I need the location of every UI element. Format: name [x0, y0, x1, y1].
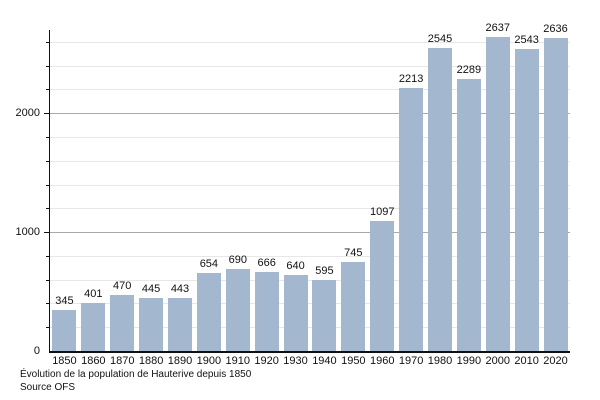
gridline-minor [50, 208, 570, 210]
gridline-minor [50, 303, 570, 305]
y-axis-tick [46, 208, 50, 210]
gridline-minor [50, 89, 570, 91]
bar-value-label: 443 [170, 283, 190, 296]
x-tick-label: 1870 [109, 355, 135, 367]
y-axis-tick [46, 255, 50, 257]
x-tick-label: 2010 [514, 355, 539, 367]
bar [225, 268, 250, 351]
y-axis-tick [46, 327, 50, 329]
bar-value-label: 345 [55, 294, 74, 307]
bar [456, 78, 481, 351]
bar-value-label: 401 [84, 288, 103, 301]
x-tick-label: 1960 [369, 355, 395, 367]
x-tick-label: 1970 [398, 355, 424, 367]
bar [428, 48, 452, 351]
chart-caption: Évolution de la population de Hauterive … [20, 368, 251, 394]
bar-value-label: 1097 [369, 205, 395, 218]
x-tick-label: 1890 [167, 355, 193, 367]
x-tick-label: 1860 [81, 355, 106, 367]
x-tick-label: 1930 [283, 355, 308, 367]
x-tick-label: 2000 [485, 355, 510, 367]
bar-value-label: 666 [257, 256, 276, 269]
x-tick-label: 1940 [312, 355, 337, 367]
bar-value-label: 640 [286, 259, 305, 272]
gridline-major [50, 113, 570, 115]
bar [110, 295, 135, 351]
y-axis-tick [46, 137, 50, 138]
bar [139, 298, 164, 351]
bar-value-label: 2636 [543, 22, 568, 35]
chart-title: Évolution de la population de Hauterive … [20, 369, 252, 380]
chart-source: Source OFS [20, 382, 76, 393]
gridline-minor [50, 137, 570, 138]
bar [81, 303, 106, 351]
x-tick-label: 1980 [427, 355, 453, 367]
x-axis-line [48, 351, 570, 353]
bar-value-label: 445 [141, 283, 161, 296]
y-axis-tick [44, 232, 50, 234]
bar-value-label: 2289 [456, 63, 482, 76]
bar-value-label: 2213 [398, 72, 424, 85]
x-tick-label: 1950 [341, 355, 366, 367]
y-axis-tick [46, 160, 50, 162]
y-tick-label: 1000 [15, 225, 40, 238]
y-axis-tick [46, 89, 50, 91]
gridline-major [50, 232, 570, 234]
y-axis-tick [46, 65, 50, 67]
y-tick-label: 0 [33, 344, 40, 357]
gridline-minor [50, 184, 570, 186]
gridline-minor [50, 65, 570, 67]
bar [312, 280, 337, 351]
bar-value-label: 690 [228, 253, 247, 266]
gridline-minor [50, 327, 570, 329]
bar [341, 262, 366, 351]
y-axis-tick [46, 41, 50, 43]
x-tick-label: 1910 [225, 355, 250, 367]
y-axis-line [48, 30, 50, 353]
bar [254, 271, 279, 351]
gridline-minor [50, 160, 570, 162]
bar [196, 273, 221, 351]
y-axis-tick [46, 279, 50, 281]
bar [168, 298, 192, 351]
gridline-minor [50, 279, 570, 281]
y-axis-tick [46, 184, 50, 186]
bar [283, 274, 308, 351]
gridline-minor [50, 255, 570, 257]
x-tick-label: 2020 [543, 355, 568, 367]
bar [485, 37, 510, 351]
gridline-minor [50, 41, 570, 43]
x-tick-label: 1920 [254, 355, 279, 367]
x-tick-label: 1990 [456, 355, 482, 367]
bar [514, 48, 539, 351]
y-axis-tick [44, 113, 50, 115]
bar-value-label: 2637 [485, 22, 510, 35]
bar [543, 37, 568, 351]
bar-value-label: 2545 [427, 33, 453, 46]
x-tick-label: 1880 [138, 355, 164, 367]
bar-value-label: 470 [113, 280, 132, 293]
y-axis-tick [46, 303, 50, 305]
bar-value-label: 595 [315, 265, 334, 278]
bar [370, 220, 395, 351]
bar [399, 87, 424, 351]
x-tick-label: 1850 [52, 355, 77, 367]
x-tick-label: 1900 [196, 355, 222, 367]
bar-value-label: 654 [199, 258, 219, 271]
bar-value-label: 745 [344, 247, 363, 260]
bar [52, 309, 77, 351]
y-tick-label: 2000 [15, 106, 40, 119]
bar-value-label: 2543 [514, 33, 539, 46]
